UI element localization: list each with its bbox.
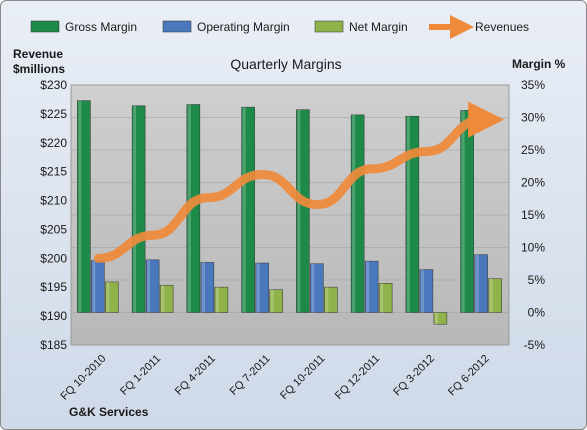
- right-tick-label: 20%: [521, 176, 545, 190]
- bar-highlight: [461, 110, 465, 313]
- bar-operating-margin: [200, 262, 215, 313]
- right-axis-ticks: -5% 0% 5% 10% 15% 20% 25% 30% 35%: [521, 78, 545, 352]
- bar-highlight: [325, 287, 329, 313]
- right-tick-label: 30%: [521, 111, 545, 125]
- bar-net-margin: [105, 281, 119, 313]
- bar-highlight: [297, 109, 301, 313]
- bar-gross-margin: [131, 105, 146, 313]
- left-axis-ticks: $185 $190 $195 $200 $205 $210 $215 $220 $225 $230: [40, 78, 67, 352]
- left-tick-label: $185: [40, 338, 67, 352]
- category-label: FQ 12-2011: [333, 353, 382, 402]
- left-tick-label: $225: [40, 107, 67, 121]
- right-tick-label: 35%: [521, 78, 545, 92]
- bar-gross-margin: [350, 114, 365, 313]
- bar-operating-margin: [310, 263, 324, 313]
- bar-highlight: [270, 289, 274, 313]
- bar-gross-margin: [405, 115, 420, 313]
- left-tick-label: $200: [40, 251, 67, 265]
- bar-highlight: [256, 263, 260, 313]
- bar-net-margin: [488, 278, 502, 313]
- bar-highlight: [475, 254, 479, 313]
- bar-highlight: [366, 261, 370, 313]
- bar-gross-margin: [460, 110, 474, 313]
- bar-gross-margin: [296, 109, 310, 313]
- bar-highlight: [420, 269, 424, 313]
- right-axis-label: Margin %: [512, 57, 566, 71]
- bar-operating-margin: [419, 269, 434, 313]
- bar-highlight: [215, 287, 219, 313]
- bar-highlight: [489, 278, 493, 313]
- bar-highlight: [380, 283, 384, 313]
- bar-highlight: [161, 285, 165, 313]
- bar-net-margin: [269, 289, 283, 313]
- bar-net-margin: [433, 312, 448, 325]
- category-label: FQ 10-2010: [59, 353, 109, 403]
- bar-highlight: [311, 263, 315, 313]
- bar-gross-margin: [241, 106, 255, 313]
- left-tick-label: $215: [40, 165, 67, 179]
- bar-highlight: [147, 259, 151, 313]
- right-tick-label: 15%: [521, 208, 545, 222]
- legend-label: Net Margin: [349, 20, 408, 34]
- bars: [77, 100, 502, 325]
- bar-highlight: [352, 114, 356, 313]
- bar-highlight: [106, 281, 110, 313]
- category-label: FQ 7-2011: [228, 353, 273, 398]
- legend-label: Revenues: [475, 20, 529, 34]
- legend: Gross Margin Operating Margin Net Margin Re…: [30, 15, 529, 39]
- right-tick-label: 0%: [528, 306, 546, 320]
- left-axis-label-line1: Revenue: [13, 47, 63, 61]
- right-tick-label: 25%: [521, 143, 545, 157]
- bar-gross-margin: [77, 100, 91, 313]
- bar-highlight: [434, 312, 438, 325]
- right-tick-label: -5%: [524, 338, 546, 352]
- right-tick-label: 10%: [521, 241, 545, 255]
- legend-label: Gross Margin: [65, 20, 137, 34]
- category-label: FQ 1-2011: [118, 353, 163, 398]
- bar-net-margin: [378, 283, 393, 313]
- category-label: FQ 4-2011: [173, 353, 218, 398]
- legend-label: Operating Margin: [197, 20, 290, 34]
- footer-label: G&K Services: [69, 405, 149, 419]
- bar-operating-margin: [474, 254, 488, 313]
- bar-highlight: [133, 105, 137, 313]
- revenue-line: [93, 101, 505, 263]
- left-tick-label: $205: [40, 222, 67, 236]
- left-tick-label: $220: [40, 136, 67, 150]
- legend-swatch: [30, 20, 60, 33]
- left-tick-label: $190: [40, 309, 67, 323]
- left-axis-label-line2: $millions: [13, 62, 65, 76]
- left-tick-label: $210: [40, 194, 67, 208]
- bar-operating-margin: [255, 262, 269, 313]
- bar-operating-margin: [364, 260, 379, 313]
- left-tick-label: $195: [40, 280, 67, 294]
- bar-highlight: [78, 100, 82, 313]
- bar-net-margin: [159, 284, 174, 313]
- bar-highlight: [242, 107, 246, 313]
- chart-title: Quarterly Margins: [230, 56, 341, 72]
- legend-swatch: [162, 20, 192, 33]
- bar-operating-margin: [145, 259, 160, 313]
- left-tick-label: $230: [40, 78, 67, 92]
- bar-net-margin: [324, 286, 338, 313]
- category-label: FQ 6-2012: [446, 353, 492, 399]
- right-tick-label: 5%: [528, 273, 546, 287]
- legend-swatch: [314, 20, 344, 33]
- category-label: FQ 10-2011: [278, 353, 327, 402]
- bar-highlight: [92, 260, 96, 313]
- bar-net-margin: [214, 286, 229, 313]
- category-label: FQ 3-2012: [391, 353, 437, 399]
- bar-highlight: [201, 262, 205, 313]
- bar-highlight: [406, 116, 410, 313]
- revenue-line-group: [93, 101, 505, 263]
- category-labels: FQ 10-2010 FQ 1-2011 FQ 4-2011 FQ 7-2011 FQ …: [59, 353, 492, 403]
